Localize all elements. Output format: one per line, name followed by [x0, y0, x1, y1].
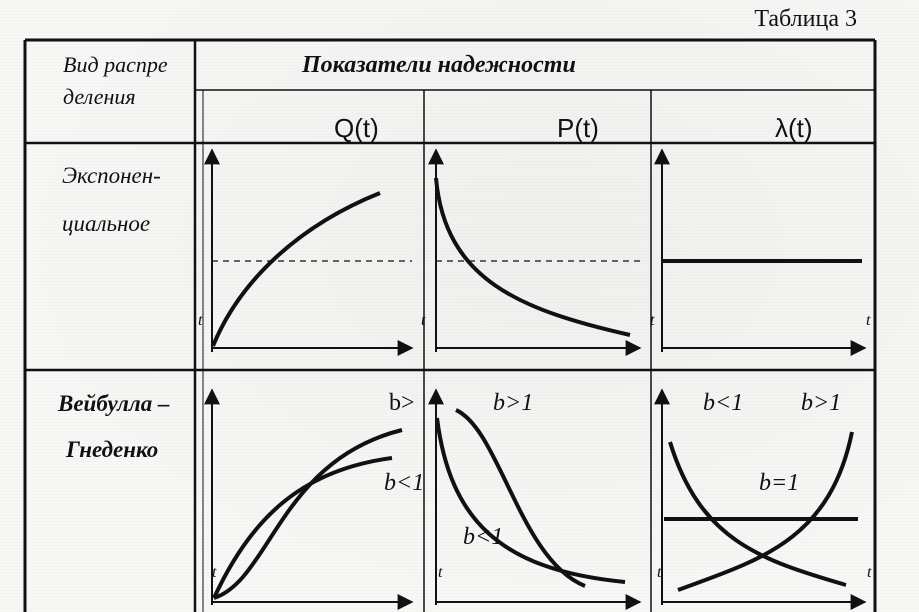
- label-p-b-gt-1: b>1: [493, 390, 534, 416]
- plot-weib-q: [204, 388, 414, 610]
- plot-exp-q: [204, 148, 414, 356]
- row-exp-name-line2: циальное: [62, 211, 151, 236]
- row-exp-name-line1: Экспонен-: [62, 163, 161, 188]
- axis-t-weib-q: t: [212, 564, 217, 581]
- plot-weib-lambda: [654, 388, 867, 610]
- axis-t-exp-lambda: t: [650, 312, 655, 329]
- p-curve-b-lt-1: [435, 417, 626, 584]
- axis-t-exp-q: t: [198, 312, 203, 329]
- plot-exp-lambda: [654, 148, 867, 356]
- axis-t-weib-lambda: t: [657, 564, 662, 581]
- label-lambda-b-eq-1: b=1: [759, 470, 800, 496]
- col-header-q: Q(t): [334, 113, 379, 143]
- col0-header-line2: деления: [63, 84, 136, 109]
- q-curve-b-lt-1: [212, 456, 393, 599]
- axis-t-weib-lambda-end: t: [867, 564, 872, 581]
- p-curve: [434, 177, 631, 337]
- label-q-b-lt-1: b<1: [384, 470, 425, 496]
- label-lambda-b-lt-1: b<1: [703, 390, 744, 416]
- q-curve: [211, 191, 381, 347]
- plot-exp-p: [428, 148, 642, 356]
- row-weib-name-line1: Вейбулла –: [58, 391, 170, 416]
- row-weib-name-line2: Гнеденко: [66, 437, 159, 462]
- axis-t-exp-p: t: [421, 312, 426, 329]
- col-header-p: P(t): [557, 113, 599, 143]
- table-grid: [23, 38, 877, 612]
- table-caption: Таблица 3: [754, 6, 857, 32]
- axis-t-exp-lambda-end: t: [866, 312, 871, 329]
- lambda-curve-b-lt-1: [668, 441, 847, 587]
- plot-weib-p: [428, 388, 642, 610]
- col0-header-line1: Вид распре: [63, 52, 168, 77]
- label-q-b-gt: b>: [389, 390, 415, 416]
- axis-t-weib-p: t: [438, 564, 443, 581]
- p-curve-b-gt-1: [455, 408, 586, 588]
- group-header-title: Показатели надежности: [302, 52, 576, 78]
- q-curve-b-gt-1: [213, 428, 403, 600]
- col-header-lambda: λ(t): [775, 113, 813, 143]
- label-p-b-lt-1: b<1: [463, 524, 504, 550]
- lambda-curve-b-gt-1: [677, 431, 854, 592]
- label-lambda-b-gt-1: b>1: [801, 390, 842, 416]
